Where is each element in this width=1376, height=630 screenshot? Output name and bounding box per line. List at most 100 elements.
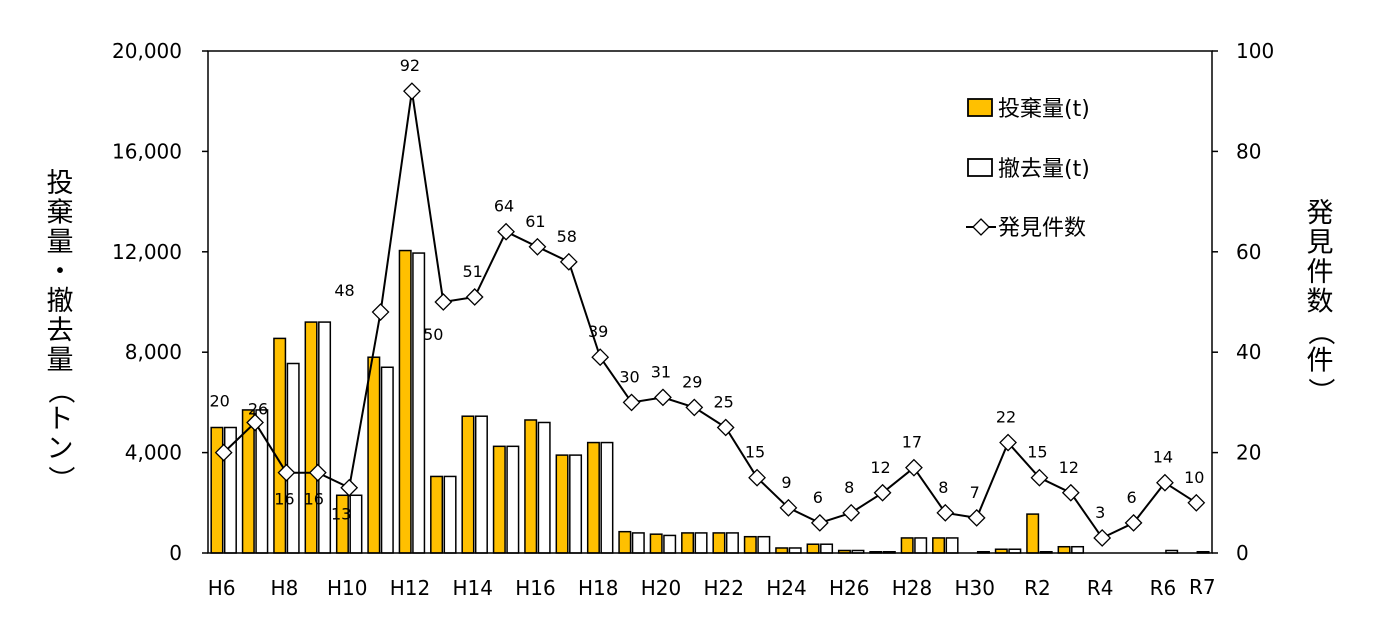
data-label-count-H21: 29 (682, 372, 702, 391)
point-count-H14 (465, 288, 484, 306)
bar-removed-H8 (286, 362, 300, 554)
point-count-R2 (1030, 468, 1049, 487)
point-count-H10 (340, 478, 359, 497)
data-label-count-H18: 39 (588, 322, 608, 341)
axis-title-char: 撤 (47, 286, 74, 317)
axis-title-char: 件 (1307, 257, 1334, 288)
legend-label: 発見件数 (998, 216, 1086, 241)
point-count-H25 (810, 513, 829, 532)
bar-dump-R3 (1057, 545, 1071, 554)
x-tick-label: R2 (1024, 576, 1051, 600)
y-right-tick-label: 20 (1236, 441, 1261, 465)
axis-title-char: ） (1305, 378, 1336, 405)
data-label-count-H10: 13 (331, 505, 351, 524)
bar-dump-H22 (712, 532, 726, 554)
bar-removed-H29 (945, 537, 959, 554)
bar-removed-H22 (725, 532, 739, 554)
point-count-H29 (936, 503, 955, 522)
bar-dump-H7 (241, 409, 255, 554)
point-count-H7 (246, 413, 264, 432)
x-tick-label: H10 (327, 576, 368, 600)
x-tick-label: H20 (641, 576, 682, 600)
data-label-count-H29: 8 (938, 478, 948, 497)
axis-title-char: 数 (1307, 287, 1334, 318)
axis-title-char: 量 (47, 345, 74, 376)
legend-label: 撤去量(t) (998, 157, 1090, 182)
y-right-tick-label: 60 (1236, 240, 1261, 264)
point-count-H17 (559, 252, 578, 271)
y-left-tick-label: 8,000 (125, 340, 182, 364)
axis-title-char: ン (47, 434, 74, 465)
axis-title-char: 件 (1307, 346, 1334, 377)
bar-dump-H29 (932, 537, 946, 554)
axis-title-char: 見 (1307, 228, 1334, 259)
bar-dump-R2 (1026, 513, 1040, 554)
data-label-count-H12: 92 (400, 56, 420, 75)
data-label-count-R2: 15 (1027, 443, 1047, 462)
data-label-count-H23: 15 (745, 443, 765, 462)
x-tick-label: H24 (766, 576, 807, 600)
y-left-tick-label: 12,000 (112, 240, 182, 264)
bar-removed-H16 (537, 421, 551, 554)
y-left-tick-label: 0 (169, 541, 182, 565)
line-count-series (223, 91, 1197, 540)
legend-label: 投棄量(t) (998, 97, 1090, 122)
y-right-tick-label: 80 (1236, 139, 1261, 163)
point-count-H8 (277, 463, 296, 482)
axis-title-char: ） (45, 466, 76, 493)
x-tick-label: H14 (452, 576, 493, 600)
axis-title-char: （ (45, 377, 76, 404)
bar-dump-H8 (273, 337, 287, 554)
legend-item-2: 発見件数 (966, 216, 1086, 241)
legend-item-1: 撤去量(t) (967, 157, 1090, 182)
x-tick-label: H28 (892, 576, 933, 600)
data-label-count-H20: 31 (651, 362, 671, 381)
point-count-H13 (434, 293, 453, 311)
point-count-H22 (716, 418, 735, 437)
point-count-H12 (403, 82, 421, 101)
point-count-H11 (371, 303, 390, 321)
axes-layer: 0 4,000 8,000 12,000 16,000 20,000 0 20 40 60 80 10… (112, 39, 1274, 600)
bar-removed-H11 (380, 366, 394, 554)
legend-swatch (967, 98, 993, 117)
bar-dump-H24 (775, 547, 789, 554)
legend-swatch (967, 158, 993, 177)
point-count-H20 (654, 388, 672, 407)
x-tick-label: H12 (390, 576, 431, 600)
data-label-count-R6: 14 (1153, 448, 1173, 467)
x-tick-label: R7 (1189, 575, 1216, 599)
legend-marker-diamond (972, 218, 990, 236)
y-left-tick-label: 4,000 (125, 441, 182, 465)
x-tick-label: H30 (954, 576, 995, 600)
data-label-count-H22: 25 (714, 393, 734, 412)
data-label-count-H9: 16 (304, 490, 324, 509)
axis-title-char: 量 (47, 227, 74, 258)
data-label-count-H6: 20 (210, 392, 230, 411)
bar-removed-H12 (412, 252, 426, 554)
legend-item-0: 投棄量(t) (967, 97, 1090, 122)
point-count-H16 (528, 237, 547, 256)
plot-frame (207, 50, 1213, 554)
bar-dump-H16 (524, 419, 538, 554)
bar-removed-H20 (663, 534, 677, 554)
point-count-H27 (873, 483, 892, 502)
x-tick-label: R4 (1087, 576, 1114, 600)
x-tick-label: H6 (208, 576, 236, 600)
x-tick-label: R6 (1150, 576, 1177, 600)
point-count-H30 (967, 508, 986, 527)
data-label-count-H11: 48 (334, 281, 354, 300)
point-count-R3 (1061, 483, 1080, 502)
x-tick-label: H22 (703, 576, 744, 600)
bar-removed-H9 (318, 321, 332, 554)
axis-title-char: 去 (47, 316, 74, 347)
axis-title-char: （ (1305, 319, 1336, 346)
legend: 投棄量(t) 撤去量(t) 発見件数 (966, 97, 1090, 241)
bar-removed-H13 (443, 475, 457, 554)
bar-removed-H25 (820, 543, 834, 554)
bar-removed-H10 (349, 494, 363, 554)
point-count-H23 (748, 468, 766, 487)
bar-dump-H13 (430, 475, 444, 554)
point-count-H26 (842, 503, 861, 522)
data-label-count-R4: 3 (1095, 503, 1105, 522)
point-count-H19 (622, 393, 641, 412)
